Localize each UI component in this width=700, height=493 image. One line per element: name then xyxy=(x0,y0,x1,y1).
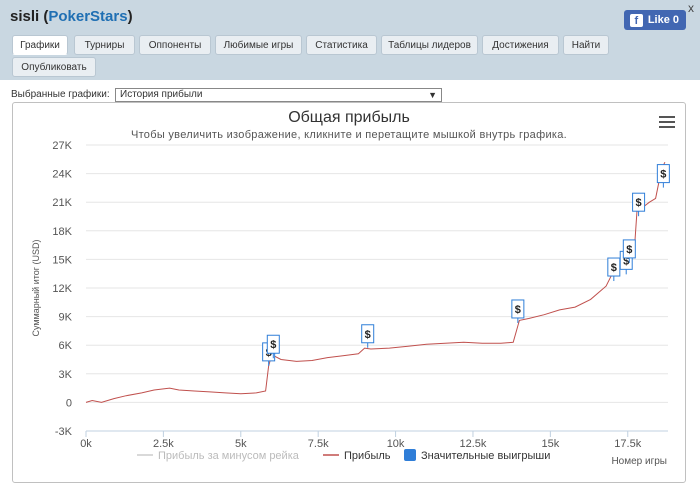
facebook-icon: f xyxy=(629,13,643,27)
window-title: sisli (PokerStars) xyxy=(10,8,133,25)
big-win-marker xyxy=(632,192,646,212)
big-win-marker xyxy=(656,164,670,184)
legend-big-wins-label: Значительные выигрыши xyxy=(421,450,550,462)
legend-rake-label: Прибыль за минусом рейка xyxy=(158,450,300,462)
big-win-marker-label: $ xyxy=(515,304,521,316)
x-tick-label: 10k xyxy=(387,438,405,450)
x-tick-label: 15k xyxy=(541,438,559,450)
big-win-marker-label: $ xyxy=(611,262,617,274)
y-axis-title: Суммарный итог (USD) xyxy=(31,239,41,336)
tab-statistics[interactable]: Статистика xyxy=(306,35,377,55)
x-tick-label: 2.5k xyxy=(153,438,174,450)
legend-profit-label: Прибыль xyxy=(344,450,391,462)
x-tick-label: 5k xyxy=(235,438,247,450)
tab-opponents[interactable]: Оппоненты xyxy=(139,35,211,55)
x-tick-label: 7.5k xyxy=(308,438,329,450)
big-win-marker xyxy=(622,239,636,259)
close-icon[interactable]: x xyxy=(688,1,694,15)
chart-selector-dropdown[interactable]: История прибыли ▼ xyxy=(115,88,442,102)
x-tick-label: 17.5k xyxy=(614,438,641,450)
chart-plot-area[interactable]: -3K 0 3K 6K 9K 12K 15K 18K 21K 24K 27K 0k 2.5k 5k 7.5k… xyxy=(13,103,686,483)
big-win-marker-label: $ xyxy=(365,329,371,341)
player-name: sisli xyxy=(10,8,40,25)
site-link[interactable]: PokerStars xyxy=(48,8,128,25)
legend-big-wins-symbol xyxy=(404,449,416,461)
tab-tournaments[interactable]: Турниры xyxy=(74,35,135,55)
tab-find[interactable]: Найти xyxy=(563,35,609,55)
profit-series-line xyxy=(85,161,666,403)
x-tick-label: 0k xyxy=(80,438,92,450)
y-tick-label: 18K xyxy=(52,226,72,238)
y-tick-label: 0 xyxy=(66,397,72,409)
y-tick-label: 6K xyxy=(59,340,73,352)
big-win-marker-label: $ xyxy=(623,255,629,267)
y-tick-label: 3K xyxy=(59,369,73,381)
y-tick-label: 24K xyxy=(52,169,72,181)
like-label: Like 0 xyxy=(647,14,679,26)
dropdown-arrow-icon: ▼ xyxy=(428,90,437,100)
y-tick-label: 15K xyxy=(52,254,72,266)
big-win-marker xyxy=(361,324,375,344)
big-win-marker-label: $ xyxy=(636,197,642,209)
big-win-marker-label: $ xyxy=(270,339,276,351)
facebook-like-button[interactable]: f Like 0 xyxy=(623,10,686,30)
window-header: sisli (PokerStars) x f Like 0 Графики Ту… xyxy=(0,0,700,80)
y-tick-label: 9K xyxy=(59,312,73,324)
y-tick-label: 21K xyxy=(52,197,72,209)
y-tick-label: -3K xyxy=(55,426,73,438)
big-win-marker-label: $ xyxy=(626,244,632,256)
tab-charts[interactable]: Графики xyxy=(12,35,68,55)
chart-selector-value: История прибыли xyxy=(120,89,203,100)
chart-menu-icon[interactable] xyxy=(659,116,675,128)
y-tick-label: 12K xyxy=(52,283,72,295)
chart-subtitle: Чтобы увеличить изображение, кликните и … xyxy=(130,129,568,141)
big-win-marker-label: $ xyxy=(660,169,666,181)
chart-selector-row: Выбранные графики: История прибыли ▼ xyxy=(11,88,442,102)
y-tick-label: 27K xyxy=(52,140,72,152)
profit-chart[interactable]: Общая прибыль Чтобы увеличить изображени… xyxy=(12,102,686,483)
big-win-marker xyxy=(511,299,525,319)
tab-achievements[interactable]: Достижения xyxy=(482,35,559,55)
x-tick-label: 12.5k xyxy=(460,438,487,450)
tab-favorite-games[interactable]: Любимые игры xyxy=(215,35,302,55)
chart-selector-label: Выбранные графики: xyxy=(11,89,110,100)
x-axis-title: Номер игры xyxy=(611,456,667,467)
tab-publish[interactable]: Опубликовать xyxy=(12,57,96,77)
tab-leaderboards[interactable]: Таблицы лидеров xyxy=(381,35,478,55)
big-win-marker xyxy=(266,334,280,354)
chart-title: Общая прибыль xyxy=(288,109,410,126)
